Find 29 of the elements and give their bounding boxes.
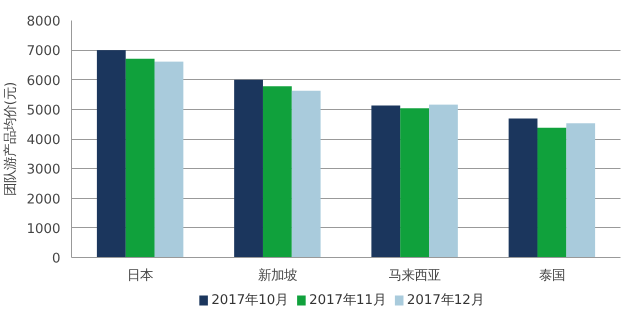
bar: [537, 128, 566, 258]
y-tick-label: 4000: [26, 133, 61, 148]
y-tick-label: 6000: [26, 74, 61, 89]
legend-label: 2017年11月: [309, 293, 386, 308]
y-tick-label: 2000: [26, 192, 61, 208]
legend-label: 2017年10月: [211, 293, 288, 308]
x-tick-label: 新加坡: [258, 268, 297, 284]
y-tick-label: 5000: [26, 103, 61, 118]
x-tick-label: 泰国: [538, 268, 565, 284]
bar: [371, 106, 400, 258]
x-tick-label: 马来西亚: [388, 268, 441, 284]
y-tick-label: 7000: [26, 44, 61, 60]
bar: [126, 58, 155, 258]
bar: [292, 90, 321, 258]
y-axis-title: 团队游产品均价(元): [4, 82, 19, 196]
y-tick-label: 3000: [26, 162, 61, 178]
x-tick-label: 日本: [127, 268, 154, 284]
legend-label: 2017年12月: [406, 293, 484, 308]
bar: [262, 86, 292, 258]
bar: [234, 80, 263, 258]
y-tick-label: 1000: [26, 222, 61, 237]
bar: [154, 62, 184, 258]
y-tick-label: 8000: [26, 14, 61, 30]
bar: [400, 108, 430, 258]
bar: [508, 118, 538, 258]
y-tick-label: 0: [52, 252, 61, 266]
bar: [429, 104, 458, 258]
bar: [566, 123, 596, 258]
bar: [96, 50, 126, 258]
